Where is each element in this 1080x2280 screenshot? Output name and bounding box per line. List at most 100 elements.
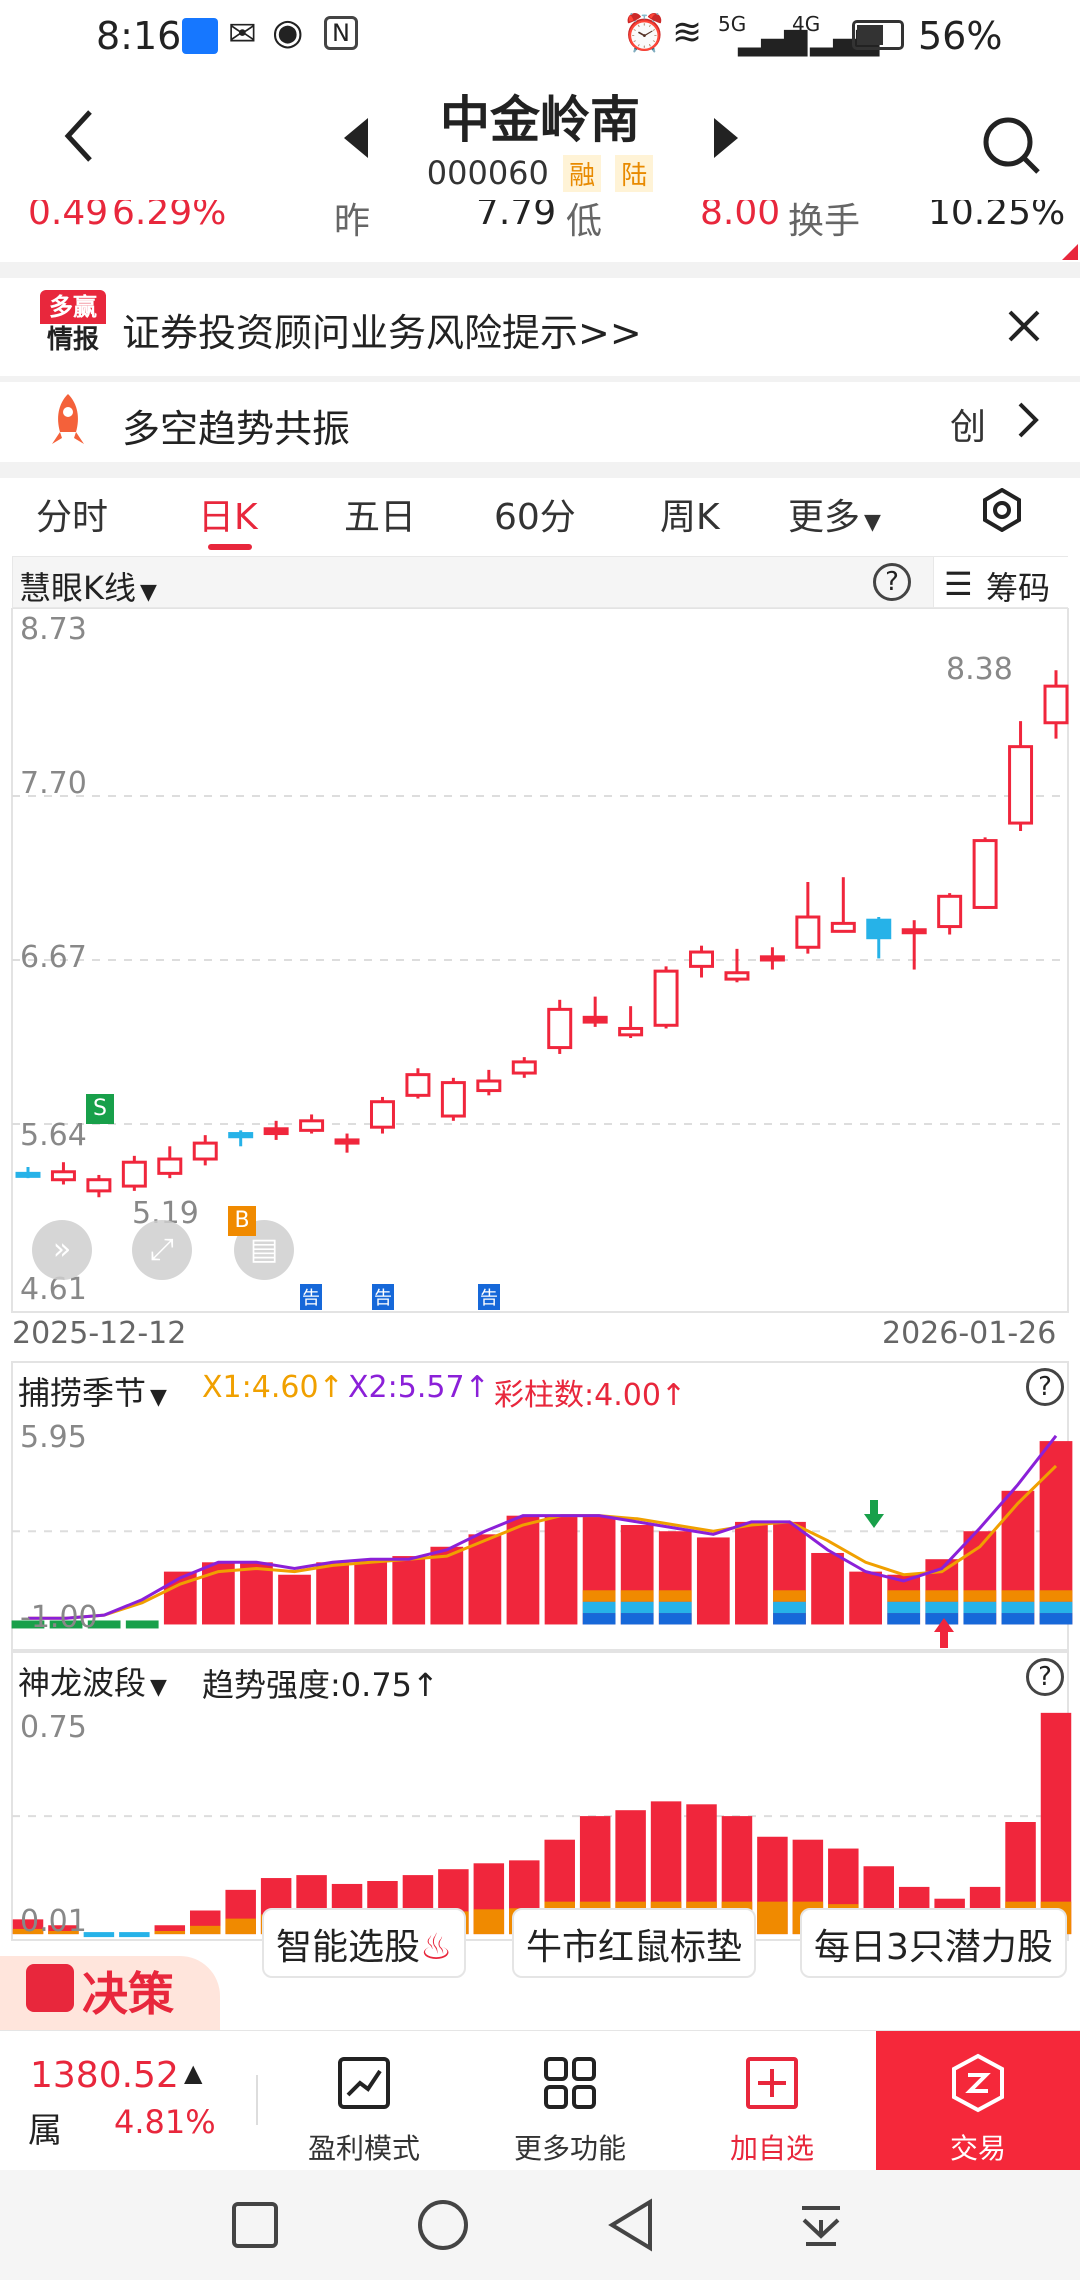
tab-60min[interactable]: 60分 bbox=[494, 497, 576, 538]
panel2-band bbox=[773, 1613, 806, 1625]
chip-daily-picks[interactable]: 每日3只潜力股 bbox=[800, 1908, 1067, 1978]
panel2-band bbox=[582, 1613, 616, 1625]
prev-stock-button[interactable] bbox=[342, 116, 370, 164]
tab-daily-k[interactable]: 日K bbox=[198, 497, 258, 538]
buy-signal[interactable]: B bbox=[228, 1206, 256, 1236]
status-bar: 8:16 ✉ ◉ N ⏰ ≋ 5G ▂▄▆ 4G ▂▄▆ 56% bbox=[0, 0, 1080, 76]
search-button[interactable] bbox=[982, 116, 1042, 180]
panel3-indicator-select[interactable]: 神龙波段 ▼ bbox=[18, 1658, 167, 1704]
candle-body bbox=[50, 1170, 76, 1182]
settings-icon bbox=[983, 487, 1021, 533]
kline-indicator-label: 慧眼K线 bbox=[19, 569, 136, 607]
expand-indicators-button[interactable]: » bbox=[32, 1220, 92, 1280]
nav-more-features[interactable]: 更多功能 bbox=[492, 2031, 648, 2171]
chip-daily-picks-label: 每日3只潜力股 bbox=[814, 1927, 1053, 1968]
notice-mark-2[interactable]: 告 bbox=[372, 1284, 394, 1310]
panel2-bar bbox=[354, 1559, 388, 1625]
tab-weekly-k[interactable]: 周K bbox=[660, 497, 720, 538]
panel2-bar bbox=[430, 1546, 464, 1625]
candle-body bbox=[582, 1015, 608, 1024]
chip-smart-pick[interactable]: 智能选股♨ bbox=[262, 1908, 467, 1978]
trend-banner-arrow[interactable] bbox=[1016, 400, 1040, 444]
low-value: 8.00 bbox=[700, 200, 781, 233]
panel2-header: 捕捞季节 ▼ X1:4.60↑ X2:5.57↑ 彩柱数:4.00↑ ? bbox=[12, 1362, 1068, 1414]
back-arrow-icon bbox=[64, 110, 92, 162]
logo-top-text: 多赢 bbox=[40, 290, 106, 324]
corner-marker bbox=[1062, 244, 1078, 260]
nav-add-watchlist[interactable]: 加自选 bbox=[694, 2031, 850, 2171]
panel2-band bbox=[925, 1613, 959, 1625]
trend-banner-text: 多空趋势共振 bbox=[122, 407, 351, 451]
kline-indicator-select[interactable]: 慧眼K线 ▼ bbox=[19, 563, 157, 609]
candle-body bbox=[476, 1079, 502, 1093]
panel2-band bbox=[773, 1590, 806, 1602]
close-banner-button[interactable] bbox=[1004, 306, 1044, 350]
bottom-nav: 1380.52 ▲ 属 4.81% 盈利模式 更多功能 加自选 交易 bbox=[0, 2030, 1080, 2171]
candle-body bbox=[759, 955, 785, 962]
nav-trade[interactable]: 交易 bbox=[876, 2031, 1080, 2171]
stock-chart[interactable] bbox=[0, 608, 1080, 2028]
panel3-bar-base bbox=[154, 1931, 186, 1935]
candle-body bbox=[511, 1060, 537, 1075]
decision-tag[interactable]: 决策 bbox=[0, 1956, 220, 2030]
fullscreen-button[interactable]: ⤢ bbox=[132, 1220, 192, 1280]
kline-panel-header: 慧眼K线 ▼ ? ☰ 筹码 bbox=[12, 556, 1069, 609]
chip-mousepad-label: 牛市红鼠标垫 bbox=[526, 1927, 743, 1968]
index-quote[interactable]: 1380.52 ▲ 属 4.81% bbox=[0, 2031, 258, 2171]
tab-more[interactable]: 更多 ▼ bbox=[788, 488, 881, 540]
risk-notice-banner[interactable]: 多赢 情报 证券投资顾问业务风险提示>> bbox=[0, 278, 1080, 376]
max-price-label: 8.38 bbox=[946, 652, 1013, 687]
candle-body bbox=[1008, 745, 1034, 825]
candle-body bbox=[689, 950, 715, 968]
help-icon[interactable]: ? bbox=[1026, 1368, 1064, 1406]
panel2-bar bbox=[696, 1537, 730, 1625]
chips-button[interactable]: ☰ 筹码 bbox=[933, 557, 1069, 607]
panel2-band bbox=[582, 1590, 616, 1602]
panel3-bar bbox=[1040, 1712, 1072, 1935]
stock-name: 中金岭南 bbox=[440, 91, 640, 149]
candle-body bbox=[121, 1160, 147, 1188]
candle-body bbox=[653, 969, 679, 1027]
home-button[interactable] bbox=[416, 2198, 470, 2252]
chip-mousepad[interactable]: 牛市红鼠标垫 bbox=[512, 1908, 757, 1978]
panel3-bar-base bbox=[189, 1925, 221, 1935]
app-notification-icon bbox=[182, 18, 218, 54]
candle-body bbox=[972, 839, 998, 909]
notice-mark-1[interactable]: 告 bbox=[300, 1284, 322, 1310]
panel2-bar bbox=[544, 1515, 578, 1625]
add-square-icon bbox=[746, 2057, 798, 2109]
panel2-down-arrow bbox=[864, 1514, 884, 1528]
turnover-value: 10.25% bbox=[928, 200, 1066, 233]
notice-mark-3[interactable]: 告 bbox=[478, 1284, 500, 1310]
panel2-bar bbox=[849, 1571, 883, 1625]
candle-body bbox=[795, 915, 821, 949]
help-icon[interactable]: ? bbox=[873, 563, 911, 601]
next-stock-button[interactable] bbox=[712, 116, 740, 164]
panel2-x2-line bbox=[28, 1434, 1058, 1620]
panel3-bar bbox=[154, 1925, 186, 1935]
fullscreen-icon: ⤢ bbox=[150, 1232, 174, 1267]
tab-timeshare[interactable]: 分时 bbox=[36, 497, 109, 538]
panel2-indicator-select[interactable]: 捕捞季节 ▼ bbox=[18, 1368, 167, 1414]
candle-body bbox=[901, 928, 927, 935]
panel2-bar bbox=[87, 1620, 121, 1629]
back-button[interactable] bbox=[60, 106, 100, 166]
candle-body bbox=[830, 921, 856, 933]
notification-shade-button[interactable] bbox=[796, 2200, 846, 2250]
divider bbox=[0, 376, 1080, 382]
chart-settings-button[interactable] bbox=[980, 487, 1024, 541]
grid-icon bbox=[544, 2057, 596, 2109]
trend-banner[interactable]: 多空趋势共振 创 bbox=[0, 382, 1080, 462]
dropdown-icon: ▼ bbox=[140, 580, 157, 605]
back-system-button[interactable] bbox=[606, 2198, 656, 2252]
change-value: 0.49 bbox=[28, 200, 109, 233]
panel2-band bbox=[887, 1601, 921, 1614]
panel3-bar-base bbox=[757, 1901, 788, 1935]
nav-profit-mode[interactable]: 盈利模式 bbox=[286, 2031, 442, 2171]
index-change: 4.81% bbox=[114, 2103, 216, 2141]
recent-apps-button[interactable] bbox=[230, 2200, 280, 2250]
sell-signal[interactable]: S bbox=[86, 1094, 114, 1124]
help-icon[interactable]: ? bbox=[1026, 1658, 1064, 1696]
tab-five-day[interactable]: 五日 bbox=[344, 497, 417, 538]
database-icon: ☰ bbox=[944, 565, 973, 603]
